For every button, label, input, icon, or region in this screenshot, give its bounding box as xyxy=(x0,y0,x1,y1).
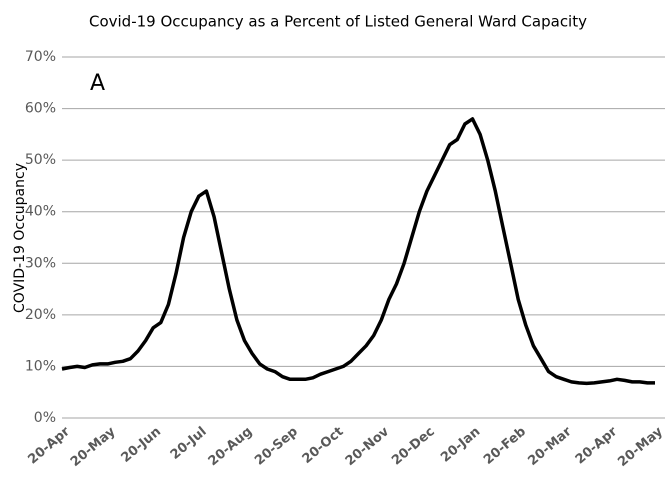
chart-title: Covid-19 Occupancy as a Percent of Liste… xyxy=(89,13,587,31)
x-tick-label: 20-Dec xyxy=(389,424,438,468)
x-tick-label: 20-Oct xyxy=(300,424,347,467)
y-axis-label: COVID-19 Occupancy xyxy=(12,163,28,313)
x-tick-label: 20-Jun xyxy=(119,424,165,466)
x-tick-label: 20-Aug xyxy=(206,424,256,469)
y-tick-label: 30% xyxy=(25,255,56,271)
x-tick-label: 20-Jan xyxy=(438,424,483,465)
x-tick-label: 20-Apr xyxy=(25,424,73,468)
x-tick-label: 20-Jul xyxy=(168,424,210,463)
x-tick-label: 20-Mar xyxy=(525,424,575,469)
annotation: A xyxy=(90,71,105,96)
y-tick-label: 0% xyxy=(34,410,56,426)
y-tick-label: 40% xyxy=(25,204,56,220)
x-tick-label: 20-May xyxy=(68,424,119,470)
series-line xyxy=(61,117,655,386)
y-tick-label: 50% xyxy=(25,152,56,168)
y-tick-label: 20% xyxy=(25,307,56,323)
x-tick-label: 20-Nov xyxy=(343,424,393,469)
y-tick-label: 60% xyxy=(25,101,56,117)
y-tick-label: 10% xyxy=(25,358,56,374)
x-tick-label: 20-May xyxy=(615,424,665,470)
x-tick-label: 20-Apr xyxy=(573,424,621,468)
x-tick-label: 20-Feb xyxy=(481,424,529,468)
x-tick-label: 20-Sep xyxy=(252,424,301,468)
y-tick-label: 70% xyxy=(25,49,56,65)
